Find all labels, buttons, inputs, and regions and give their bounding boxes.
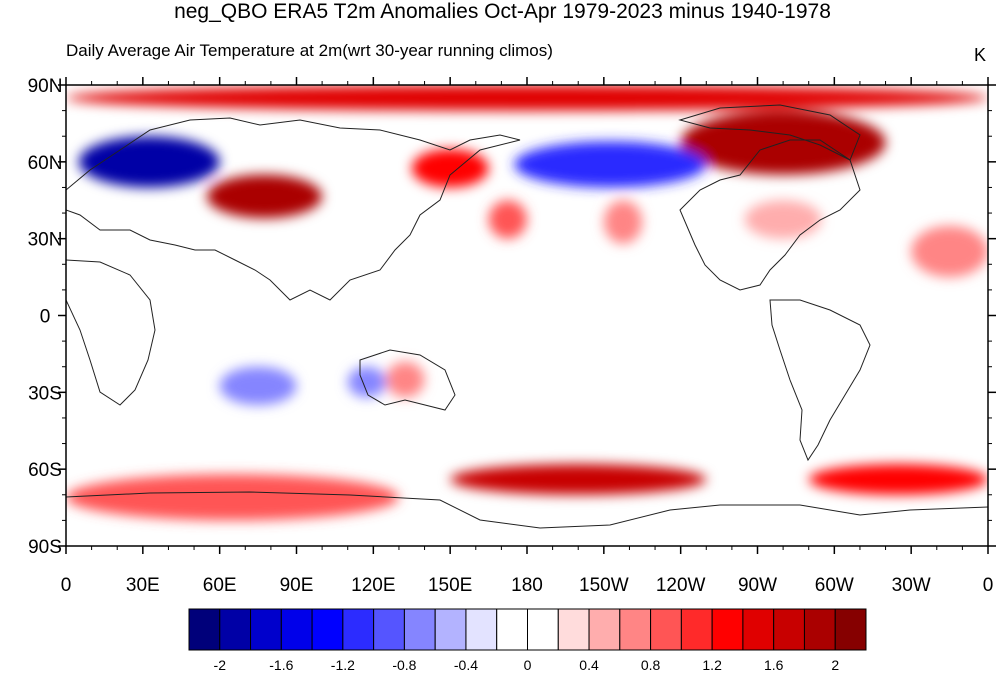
x-axis-labels: 0 30E 60E 90E 120E 150E 180 150W 120W 90W 60W 30W 0	[61, 575, 994, 596]
x-tick-label: 150W	[579, 575, 629, 596]
y-tick-label: 60S	[28, 460, 62, 481]
y-tick-label: 30N	[28, 230, 63, 251]
anomaly-region-15	[66, 474, 399, 521]
coastlines	[66, 104, 988, 529]
colorbar-swatch	[219, 608, 252, 651]
x-tick-label: 60W	[815, 575, 854, 596]
colorbar-tick-label: 0.4	[579, 657, 599, 673]
colorbar-swatch	[373, 608, 405, 651]
colorbar-swatch	[250, 608, 282, 651]
colorbar-swatch	[434, 608, 467, 651]
x-tick-label: 90W	[738, 575, 777, 596]
anomaly-region-2	[78, 136, 220, 188]
anomaly-region-7	[603, 200, 643, 244]
y-tick-label: 30S	[28, 383, 62, 404]
colorbar-tick-label: -1.2	[331, 657, 355, 673]
anomaly-region-6	[514, 141, 707, 188]
chart-title: neg_QBO ERA5 T2m Anomalies Oct-Apr 1979-…	[174, 0, 831, 23]
anomaly-region-9	[911, 225, 988, 278]
colorbar-labels: -2 -1.6 -1.2 -0.8 -0.4 0 0.4 0.8 1.2 1.6 2	[214, 657, 840, 673]
anomaly-region-12	[386, 361, 425, 398]
colorbar-swatch	[680, 608, 713, 651]
y-tick-label: 90N	[28, 76, 63, 97]
colorbar-swatch	[465, 608, 498, 651]
y-axis-labels: 90N 60N 30N 0 30S 60S 90S	[28, 76, 63, 558]
x-tick-label: 120W	[656, 575, 706, 596]
colorbar-swatch	[773, 608, 805, 651]
y-tick-label: 90S	[28, 537, 62, 558]
anomaly-region-10	[219, 366, 297, 406]
colorbar-swatch	[496, 608, 528, 651]
anomaly-field	[66, 85, 988, 521]
anomaly-region-13	[450, 464, 707, 495]
anomaly-region-5	[488, 200, 527, 239]
y-tick-label: 60N	[28, 153, 63, 174]
colorbar-tick-label: -0.4	[454, 657, 478, 673]
colorbar-swatch	[834, 608, 867, 651]
x-tick-label: 60E	[203, 575, 237, 596]
anomaly-region-8	[744, 200, 822, 239]
colorbar-tick-label: 2	[831, 657, 839, 673]
colorbar-swatch	[188, 608, 221, 651]
colorbar-swatch	[742, 608, 775, 651]
x-tick-label: 180	[511, 575, 543, 596]
colorbar-swatch	[619, 608, 652, 651]
colorbar-swatch	[711, 608, 744, 651]
x-tick-label: 120E	[351, 575, 395, 596]
x-tick-label: 30W	[892, 575, 931, 596]
colorbar-swatch	[803, 608, 836, 651]
colorbar-swatch	[280, 608, 313, 651]
x-tick-label: 90E	[280, 575, 314, 596]
x-tick-label: 30E	[126, 575, 160, 596]
colorbar-tick-label: 1.2	[702, 657, 722, 673]
anomaly-region-14	[808, 464, 988, 495]
colorbar-swatch	[311, 608, 344, 651]
colorbar-tick-label: 0.8	[641, 657, 661, 673]
colorbar-tick-label: -1.6	[269, 657, 293, 673]
units-label: K	[974, 45, 987, 65]
colorbar-swatch	[403, 608, 436, 651]
colorbar-swatch	[342, 608, 375, 651]
anomaly-region-11	[347, 366, 387, 398]
colorbar	[188, 608, 867, 651]
colorbar-swatch	[557, 608, 590, 651]
anomaly-region-3	[206, 174, 323, 219]
x-tick-label: 0	[983, 575, 994, 596]
colorbar-swatch	[588, 608, 621, 651]
colorbar-swatch	[527, 608, 559, 651]
x-tick-label: 0	[61, 575, 72, 596]
colorbar-tick-label: -0.8	[392, 657, 416, 673]
x-tick-label: 150E	[428, 575, 472, 596]
colorbar-swatch	[650, 608, 682, 651]
chart-subtitle: Daily Average Air Temperature at 2m(wrt …	[66, 41, 553, 60]
colorbar-tick-label: 1.6	[764, 657, 784, 673]
colorbar-tick-label: 0	[524, 657, 532, 673]
axis-ticks	[58, 77, 996, 554]
colorbar-tick-label: -2	[214, 657, 227, 673]
anomaly-region-0	[66, 85, 988, 111]
anomaly-region-4	[411, 149, 489, 188]
y-tick-label: 0	[40, 307, 51, 328]
